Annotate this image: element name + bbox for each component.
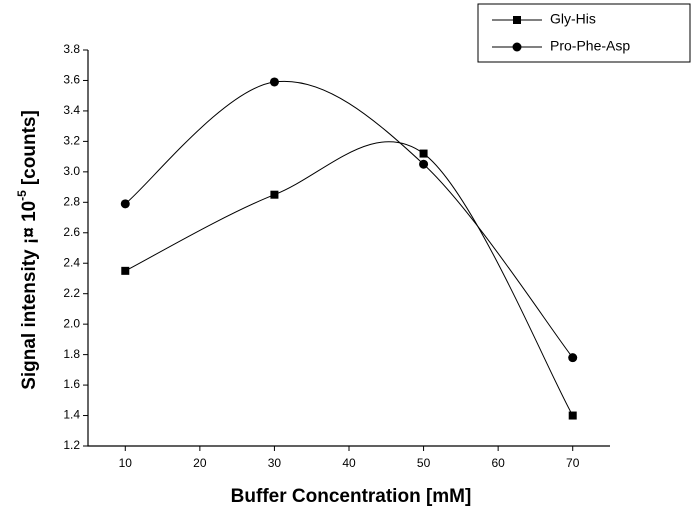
- y-tick-label: 1.2: [63, 438, 80, 452]
- y-tick-label: 3.0: [63, 164, 80, 178]
- y-tick-label: 2.6: [63, 225, 80, 239]
- marker: [270, 190, 279, 199]
- y-tick-label: 2.4: [63, 255, 80, 269]
- marker: [121, 266, 130, 275]
- y-axis-title: Signal intensity ¡¤ 10-5 [counts]: [15, 110, 40, 390]
- y-tick-label: 3.8: [63, 42, 80, 56]
- x-tick-label: 30: [268, 456, 282, 470]
- marker: [419, 159, 429, 169]
- y-tick-label: 1.8: [63, 347, 80, 361]
- y-tick-label: 2.8: [63, 194, 80, 208]
- legend-marker: [513, 16, 521, 24]
- y-tick-label: 1.6: [63, 377, 80, 391]
- y-axis-title-unit: [counts]: [19, 110, 40, 185]
- x-tick-label: 10: [119, 456, 133, 470]
- x-tick-label: 40: [342, 456, 356, 470]
- x-tick-label: 50: [417, 456, 431, 470]
- y-tick-label: 3.6: [63, 73, 80, 87]
- y-tick-label: 3.2: [63, 134, 80, 148]
- marker: [568, 353, 578, 363]
- legend-box: [477, 3, 691, 63]
- marker: [568, 411, 577, 420]
- x-tick-label: 60: [491, 456, 505, 470]
- series-line: [124, 80, 574, 358]
- y-tick-label: 2.2: [63, 286, 80, 300]
- legend-marker: [512, 42, 522, 52]
- y-tick-label: 2.0: [63, 316, 80, 330]
- series-line: [125, 141, 574, 416]
- y-axis-title-main: Signal intensity ¡¤ 10: [19, 201, 40, 390]
- legend-label: Gly-His: [550, 11, 596, 27]
- legend-label: Pro-Phe-Asp: [550, 38, 630, 54]
- x-axis-title: Buffer Concentration [mM]: [231, 486, 472, 507]
- x-tick-label: 20: [193, 456, 207, 470]
- y-tick-label: 3.4: [63, 103, 80, 117]
- y-tick-label: 1.4: [63, 408, 80, 422]
- x-tick-label: 70: [566, 456, 580, 470]
- y-axis-title-exponent: -5: [15, 190, 29, 201]
- marker: [120, 199, 130, 209]
- marker: [269, 77, 279, 87]
- marker: [419, 149, 428, 158]
